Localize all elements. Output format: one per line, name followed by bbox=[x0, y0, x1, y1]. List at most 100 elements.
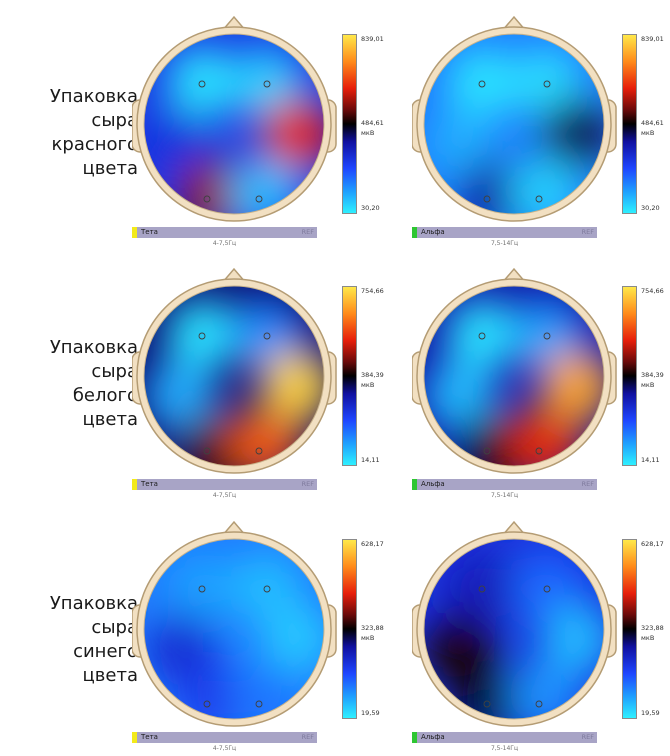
colorbar bbox=[622, 539, 637, 719]
map-region bbox=[261, 603, 324, 675]
row-label-line: синего bbox=[73, 641, 138, 662]
topomap-panel: 754,66 384,39 мкВ 14,11 Альфа REF 7,5-14… bbox=[412, 266, 664, 500]
band-color-swatch bbox=[412, 227, 417, 238]
head-topomap bbox=[412, 15, 617, 222]
scale-mid-label: 484,61 bbox=[361, 119, 384, 127]
map-border bbox=[423, 285, 605, 467]
row-label-line: цвета bbox=[82, 409, 138, 430]
electrode-marker bbox=[483, 447, 491, 455]
electrode-marker bbox=[543, 332, 551, 340]
scale-mid-label: 484,61 bbox=[641, 119, 664, 127]
electrode-marker bbox=[203, 447, 211, 455]
scale-min-label: 14,11 bbox=[361, 456, 380, 464]
band-name: Тета bbox=[141, 733, 158, 741]
scale-unit-label: мкВ bbox=[641, 129, 655, 137]
band-ref: REF bbox=[581, 480, 594, 488]
band-bar: Альфа REF bbox=[412, 479, 597, 490]
row-label-line: Упаковка bbox=[49, 337, 138, 358]
electrode-marker bbox=[198, 585, 206, 593]
scale-unit-label: мкВ bbox=[361, 381, 375, 389]
frequency-range: 4-7,5Гц bbox=[212, 745, 237, 752]
scale-max-label: 839,01 bbox=[641, 35, 664, 43]
electrode-marker bbox=[203, 195, 211, 203]
map-region bbox=[446, 551, 518, 623]
electrode-marker bbox=[198, 332, 206, 340]
row-label-line: красного bbox=[51, 134, 138, 155]
band-ref: REF bbox=[301, 228, 314, 236]
electrode-marker bbox=[255, 195, 263, 203]
band-bar: Тета REF bbox=[132, 479, 317, 490]
row-label-line: сыра bbox=[91, 361, 138, 382]
row-label-line: цвета bbox=[82, 665, 138, 686]
topomap-panel: 839,01 484,61 мкВ 30,20 Альфа REF 7,5-14… bbox=[412, 14, 664, 248]
map-border bbox=[143, 33, 325, 215]
electrode-marker bbox=[198, 80, 206, 88]
map-region bbox=[261, 98, 324, 170]
scale-min-label: 19,59 bbox=[361, 709, 380, 717]
head-topomap bbox=[412, 267, 617, 474]
frequency-range: 7,5-14Гц bbox=[490, 240, 519, 247]
map-region bbox=[166, 298, 238, 370]
scale-max-label: 754,66 bbox=[641, 287, 664, 295]
band-name: Тета bbox=[141, 228, 158, 236]
map-region bbox=[424, 613, 496, 685]
scale-min-label: 30,20 bbox=[641, 204, 660, 212]
frequency-range: 7,5-14Гц bbox=[490, 745, 519, 752]
map-region bbox=[511, 298, 583, 370]
electrode-marker bbox=[203, 700, 211, 708]
map-region bbox=[261, 350, 324, 422]
map-region bbox=[144, 108, 216, 180]
scale-max-label: 839,01 bbox=[361, 35, 384, 43]
row-label: Упаковка сыра красного цвета bbox=[0, 85, 138, 181]
scale-mid-label: 384,39 bbox=[361, 371, 384, 379]
scale-unit-label: мкВ bbox=[361, 129, 375, 137]
map-region bbox=[231, 551, 303, 623]
electrode-marker bbox=[543, 80, 551, 88]
scale-min-label: 14,11 bbox=[641, 456, 660, 464]
electrode-marker bbox=[478, 332, 486, 340]
colorbar bbox=[342, 539, 357, 719]
row-label: Упаковка сыра синего цвета bbox=[0, 592, 138, 688]
map-region bbox=[446, 46, 518, 118]
colorbar bbox=[342, 34, 357, 214]
map-region bbox=[424, 360, 496, 432]
scale-max-label: 628,17 bbox=[361, 540, 384, 548]
head-topomap bbox=[132, 520, 337, 727]
map-region bbox=[166, 551, 238, 623]
topomap-panel: 628,17 323,88 мкВ 19,59 Альфа REF 7,5-14… bbox=[412, 519, 664, 753]
band-ref: REF bbox=[301, 733, 314, 741]
map-region bbox=[541, 603, 604, 675]
band-color-swatch bbox=[132, 227, 137, 238]
band-color-swatch bbox=[132, 732, 137, 743]
band-name: Альфа bbox=[421, 733, 445, 741]
colorbar bbox=[622, 34, 637, 214]
electrode-marker bbox=[483, 700, 491, 708]
electrode-marker bbox=[483, 195, 491, 203]
colorbar bbox=[342, 286, 357, 466]
scale-max-label: 628,17 bbox=[641, 540, 664, 548]
band-name: Тета bbox=[141, 480, 158, 488]
electrode-marker bbox=[543, 585, 551, 593]
map-region bbox=[541, 350, 604, 422]
row-label-line: белого bbox=[72, 385, 138, 406]
map-region bbox=[144, 360, 216, 432]
row-label-line: сыра bbox=[91, 617, 138, 638]
band-name: Альфа bbox=[421, 480, 445, 488]
frequency-range: 4-7,5Гц bbox=[212, 492, 237, 499]
band-bar: Тета REF bbox=[132, 732, 317, 743]
scale-min-label: 19,59 bbox=[641, 709, 660, 717]
map-region bbox=[231, 46, 303, 118]
frequency-range: 7,5-14Гц bbox=[490, 492, 519, 499]
scale-min-label: 30,20 bbox=[361, 204, 380, 212]
band-color-swatch bbox=[412, 732, 417, 743]
electrode-marker bbox=[263, 80, 271, 88]
band-bar: Тета REF bbox=[132, 227, 317, 238]
row-label: Упаковка сыра белого цвета bbox=[0, 336, 138, 432]
scale-mid-label: 384,39 bbox=[641, 371, 664, 379]
map-border bbox=[143, 285, 325, 467]
scale-mid-label: 323,88 bbox=[361, 624, 384, 632]
map-region bbox=[446, 298, 518, 370]
band-bar: Альфа REF bbox=[412, 227, 597, 238]
electrode-marker bbox=[535, 700, 543, 708]
topomap-panel: 839,01 484,61 мкВ 30,20 Тета REF 4-7,5Гц bbox=[132, 14, 384, 248]
